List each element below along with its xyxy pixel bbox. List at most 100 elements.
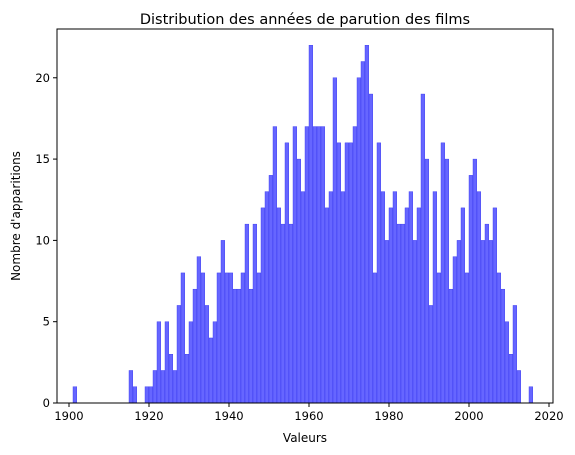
histogram-bar bbox=[392, 191, 397, 404]
histogram-bar bbox=[272, 126, 277, 404]
histogram-bar bbox=[480, 240, 485, 404]
histogram-bar bbox=[396, 223, 401, 404]
x-axis-ticks: 1900 1920 1940 1960 1980 2000 2020 bbox=[54, 403, 564, 423]
histogram-bar bbox=[484, 223, 489, 404]
x-tick-label: 1920 bbox=[134, 409, 163, 423]
histogram-bar bbox=[332, 77, 337, 404]
histogram-bar bbox=[148, 386, 153, 404]
histogram-bar bbox=[360, 61, 365, 404]
histogram-bar bbox=[416, 207, 421, 404]
histogram-bar bbox=[444, 158, 449, 404]
histogram-bar bbox=[404, 207, 409, 404]
y-axis-label: Nombre d'apparitions bbox=[9, 151, 23, 281]
histogram-bar bbox=[188, 321, 193, 404]
chart-title: Distribution des années de parution des … bbox=[140, 12, 470, 28]
histogram-bar bbox=[192, 288, 197, 404]
histogram-bar bbox=[180, 272, 185, 404]
x-tick-label: 1940 bbox=[214, 409, 243, 423]
histogram-bar bbox=[324, 207, 329, 404]
x-tick-label: 1980 bbox=[374, 409, 403, 423]
histogram-bar bbox=[256, 272, 261, 404]
histogram-bar bbox=[508, 354, 513, 404]
histogram-bar bbox=[200, 272, 205, 404]
x-tick-label: 2000 bbox=[454, 409, 483, 423]
histogram-bar bbox=[284, 142, 289, 404]
histogram-bar bbox=[436, 272, 441, 404]
histogram-bar bbox=[408, 191, 413, 404]
histogram-bar bbox=[320, 126, 325, 404]
histogram-bar bbox=[156, 321, 161, 404]
histogram-bar bbox=[504, 321, 509, 404]
histogram-bar bbox=[440, 142, 445, 404]
histogram-bar bbox=[448, 288, 453, 404]
histogram-bar bbox=[316, 126, 321, 404]
x-tick-label: 1900 bbox=[54, 409, 83, 423]
x-tick-label: 2020 bbox=[534, 409, 563, 423]
histogram-bar bbox=[388, 207, 393, 404]
histogram-bar bbox=[224, 272, 229, 404]
histogram-bar bbox=[204, 305, 209, 404]
histogram-bar bbox=[288, 223, 293, 404]
histogram-bar bbox=[168, 354, 173, 404]
histogram-bar bbox=[468, 175, 473, 404]
histogram-bar bbox=[432, 191, 437, 404]
histogram-bar bbox=[296, 158, 301, 404]
histogram-bar bbox=[212, 321, 217, 404]
histogram-bar bbox=[488, 240, 493, 404]
histogram-bar bbox=[184, 354, 189, 404]
histogram-bar bbox=[420, 93, 425, 404]
histogram-bar bbox=[252, 223, 257, 404]
histogram-bar bbox=[376, 142, 381, 404]
histogram-bar bbox=[216, 272, 221, 404]
histogram-bar bbox=[400, 223, 405, 404]
histogram-bar bbox=[240, 272, 245, 404]
y-tick-label: 10 bbox=[35, 233, 50, 247]
histogram-bar bbox=[308, 45, 313, 404]
histogram-bar bbox=[460, 207, 465, 404]
x-tick-label: 1960 bbox=[294, 409, 323, 423]
histogram-bar bbox=[364, 45, 369, 404]
histogram-bar bbox=[264, 191, 269, 404]
histogram-bar bbox=[328, 191, 333, 404]
histogram-bar bbox=[528, 386, 533, 404]
y-axis-ticks: 0 5 10 15 20 bbox=[35, 71, 57, 410]
histogram-bar bbox=[472, 158, 477, 404]
histogram-bar bbox=[344, 142, 349, 404]
histogram-bar bbox=[476, 191, 481, 404]
histogram-bar bbox=[500, 288, 505, 404]
histogram-bar bbox=[428, 305, 433, 404]
histogram-bar bbox=[312, 126, 317, 404]
histogram-bar bbox=[132, 386, 137, 404]
plot-frame bbox=[56, 28, 554, 404]
histogram-bar bbox=[228, 272, 233, 404]
histogram-bar bbox=[464, 272, 469, 404]
histogram-bar bbox=[352, 126, 357, 404]
y-tick-label: 15 bbox=[35, 152, 50, 166]
histogram-bar bbox=[276, 207, 281, 404]
histogram-bar bbox=[300, 191, 305, 404]
histogram-bar bbox=[340, 191, 345, 404]
y-tick-label: 5 bbox=[43, 315, 50, 329]
histogram-bar bbox=[236, 288, 241, 404]
histogram-bar bbox=[176, 305, 181, 404]
histogram-bar bbox=[268, 175, 273, 404]
histogram-bar bbox=[144, 386, 149, 404]
histogram-bar bbox=[384, 240, 389, 404]
histogram-bar bbox=[232, 288, 237, 404]
histogram-bar bbox=[172, 370, 177, 404]
histogram-bar bbox=[72, 386, 77, 404]
histogram-bar bbox=[512, 305, 517, 404]
histogram-bar bbox=[304, 126, 309, 404]
histogram-bar bbox=[368, 93, 373, 404]
histogram-bar bbox=[152, 370, 157, 404]
histogram-bar bbox=[492, 207, 497, 404]
histogram-bar bbox=[456, 240, 461, 404]
histogram-bar bbox=[424, 158, 429, 404]
histogram-bar bbox=[164, 321, 169, 404]
x-axis-label: Valeurs bbox=[283, 431, 327, 445]
y-tick-label: 20 bbox=[35, 71, 50, 85]
histogram-bar bbox=[412, 240, 417, 404]
histogram-bar bbox=[292, 126, 297, 404]
histogram-bar bbox=[128, 370, 133, 404]
histogram-bar bbox=[348, 142, 353, 404]
